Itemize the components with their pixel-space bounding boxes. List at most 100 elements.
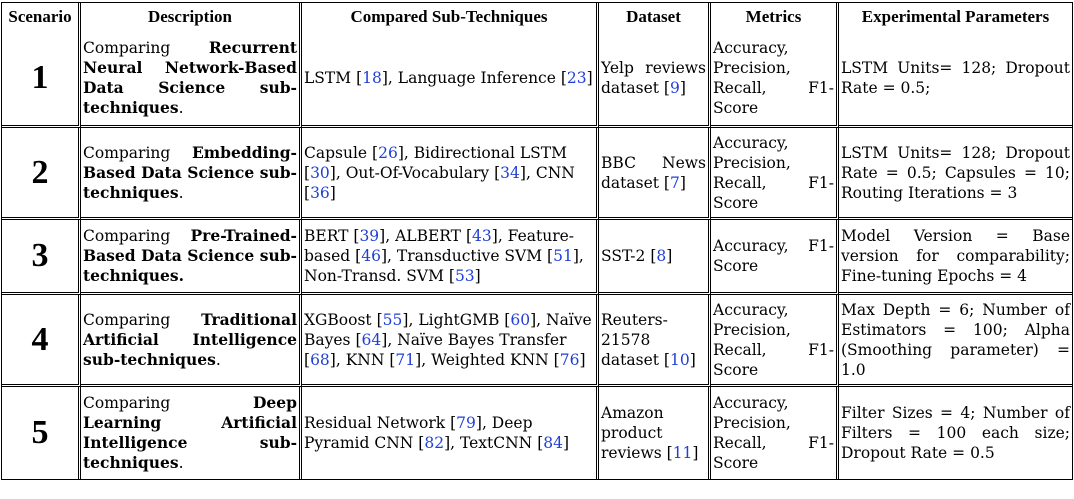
technique-separator: , bbox=[403, 143, 414, 162]
description-suffix: . bbox=[178, 454, 184, 472]
table-body: 1 Comparing Recurrent Neural Network-Base… bbox=[2, 30, 1072, 479]
header-scenario: Scenario bbox=[2, 3, 81, 30]
technique-name: Out-Of-Vocabulary bbox=[345, 163, 495, 182]
description-emphasis: Recurrent Neural Network-Based Data Scie… bbox=[83, 37, 297, 117]
technique-name: CNN bbox=[535, 163, 575, 182]
citation-link[interactable]: 18 bbox=[362, 68, 382, 87]
technique-separator: , bbox=[450, 434, 460, 452]
citation-link[interactable]: 36 bbox=[310, 183, 330, 202]
citation-link[interactable]: 8 bbox=[656, 247, 667, 265]
table-row: 5 Comparing Deep Learning Artificial Inte… bbox=[2, 387, 1072, 479]
citation-link[interactable]: 46 bbox=[361, 247, 381, 265]
parameters-cell: Filter Sizes = 4; Number of Filters = 10… bbox=[841, 404, 1070, 462]
technique-name: Language Inference bbox=[397, 68, 561, 87]
technique-separator: , bbox=[578, 247, 584, 265]
technique-name: Naïve Bayes bbox=[304, 310, 592, 349]
description-cell: Comparing Pre-Trained-Based Data Science… bbox=[81, 220, 302, 295]
citation-link[interactable]: 39 bbox=[359, 227, 380, 245]
description-cell: Comparing Deep Learning Artificial Intel… bbox=[81, 387, 302, 479]
citation-link[interactable]: 9 bbox=[669, 78, 680, 97]
citation-link[interactable]: 64 bbox=[361, 330, 382, 349]
scenarios-table: Scenario Description Compared Sub-Techni… bbox=[1, 2, 1073, 480]
dataset-name: Yelp reviews dataset bbox=[601, 58, 706, 97]
technique-name: Capsule bbox=[304, 143, 373, 162]
parameters-cell: LSTM Units= 128; Dropout Rate = 0.5; Cap… bbox=[839, 128, 1072, 220]
citation-link[interactable]: 30 bbox=[310, 163, 330, 182]
technique-name: Feature-based bbox=[304, 227, 575, 265]
description-prefix: Comparing bbox=[83, 394, 253, 412]
table-row: 1 Comparing Recurrent Neural Network-Base… bbox=[2, 30, 1072, 128]
citation-link[interactable]: 11 bbox=[672, 444, 693, 462]
description-prefix: Comparing bbox=[83, 227, 191, 245]
description-prefix: Comparing bbox=[83, 38, 209, 57]
citation-link[interactable]: 23 bbox=[566, 68, 587, 87]
citation-link[interactable]: 10 bbox=[669, 350, 690, 369]
description-suffix: . bbox=[215, 350, 221, 369]
techniques-cell: Residual Network [79], Deep Pyramid CNN … bbox=[302, 387, 599, 479]
technique-name: LightGMB bbox=[418, 310, 505, 329]
parameters-cell: Model Version = Base version for compara… bbox=[839, 220, 1072, 295]
description-suffix: . bbox=[178, 98, 184, 117]
citation-link[interactable]: 26 bbox=[378, 143, 398, 162]
citation-link[interactable]: 51 bbox=[553, 247, 573, 265]
citation-link[interactable]: 79 bbox=[456, 414, 476, 432]
scenario-number: 1 bbox=[2, 30, 81, 128]
description-emphasis: Pre-Trained-Based Data Science sub-techn… bbox=[83, 226, 297, 285]
citation-link[interactable]: 53 bbox=[454, 267, 475, 285]
header-experimental-parameters: Experimental Parameters bbox=[861, 6, 1050, 26]
citation-link[interactable]: 43 bbox=[472, 227, 492, 245]
metrics-cell: Accuracy, F1-Score bbox=[711, 220, 839, 295]
technique-name: Residual Network bbox=[304, 414, 451, 432]
description-cell: Comparing Recurrent Neural Network-Based… bbox=[81, 30, 302, 128]
technique-separator: , bbox=[335, 350, 346, 369]
technique-name: Weighted KNN bbox=[431, 350, 554, 369]
techniques-cell: BERT [39], ALBERT [43], Feature-based [4… bbox=[302, 220, 599, 295]
technique-separator: , bbox=[525, 163, 536, 182]
table-row: 4 Comparing Traditional Artificial Intell… bbox=[2, 295, 1072, 387]
metrics-cell: Accuracy, Precision, Recall, F1-Score bbox=[711, 295, 839, 387]
metrics-cell: Accuracy, Precision, Recall, F1-Score bbox=[711, 387, 839, 479]
technique-separator: , bbox=[408, 310, 419, 329]
technique-name: Naïve Bayes Transfer bbox=[397, 330, 567, 349]
table-row: 2 Comparing Embedding-Based Data Science … bbox=[2, 128, 1072, 220]
dataset-cell: Amazon product reviews [11] bbox=[599, 387, 711, 479]
scenario-number: 3 bbox=[2, 220, 81, 295]
technique-separator: , bbox=[481, 414, 492, 432]
citation-link[interactable]: 84 bbox=[543, 434, 563, 452]
technique-name: LSTM bbox=[304, 68, 357, 87]
scenario-number: 5 bbox=[2, 387, 81, 479]
citation-link[interactable]: 82 bbox=[424, 434, 445, 452]
scenario-number: 4 bbox=[2, 295, 81, 387]
citation-link[interactable]: 34 bbox=[500, 163, 520, 182]
description-cell: Comparing Embedding-Based Data Science s… bbox=[81, 128, 302, 220]
technique-separator: , bbox=[387, 247, 397, 265]
dataset-name: Amazon product reviews bbox=[601, 404, 667, 462]
citation-link[interactable]: 68 bbox=[310, 350, 330, 369]
technique-separator: , bbox=[385, 227, 396, 245]
technique-name: KNN bbox=[345, 350, 390, 369]
technique-name: Bidirectional LSTM bbox=[413, 143, 567, 162]
parameters-cell: LSTM Units= 128; Dropout Rate = 0.5; bbox=[839, 30, 1072, 128]
technique-separator: , bbox=[536, 310, 546, 329]
technique-name: ALBERT bbox=[395, 227, 466, 245]
technique-separator: , bbox=[387, 330, 398, 349]
dataset-name: SST-2 bbox=[601, 247, 651, 265]
citation-link[interactable]: 71 bbox=[395, 350, 416, 369]
table-row: 3 Comparing Pre-Trained-Based Data Scienc… bbox=[2, 220, 1072, 295]
citation-link[interactable]: 55 bbox=[382, 310, 403, 329]
technique-name: Deep Pyramid CNN bbox=[304, 414, 533, 452]
technique-name: BERT bbox=[304, 227, 354, 245]
header-compared-sub-techniques: Compared Sub-Techniques bbox=[302, 3, 599, 30]
citation-link[interactable]: 76 bbox=[559, 350, 580, 369]
citation-link[interactable]: 7 bbox=[669, 173, 680, 192]
dataset-cell: BBC News dataset [7] bbox=[599, 128, 711, 220]
description-prefix: Comparing bbox=[83, 310, 202, 329]
dataset-cell: SST-2 [8] bbox=[599, 220, 711, 295]
citation-link[interactable]: 60 bbox=[510, 310, 531, 329]
description-emphasis: Traditional Artificial Intelligence sub-… bbox=[83, 309, 297, 369]
technique-name: Non-Transd. SVM bbox=[304, 267, 449, 285]
metrics-cell: Accuracy, Precision, Recall, F1-Score bbox=[711, 30, 839, 128]
dataset-name: Reuters-21578 dataset bbox=[601, 310, 668, 369]
technique-separator: , bbox=[497, 227, 508, 245]
description-prefix: Comparing bbox=[83, 143, 192, 162]
